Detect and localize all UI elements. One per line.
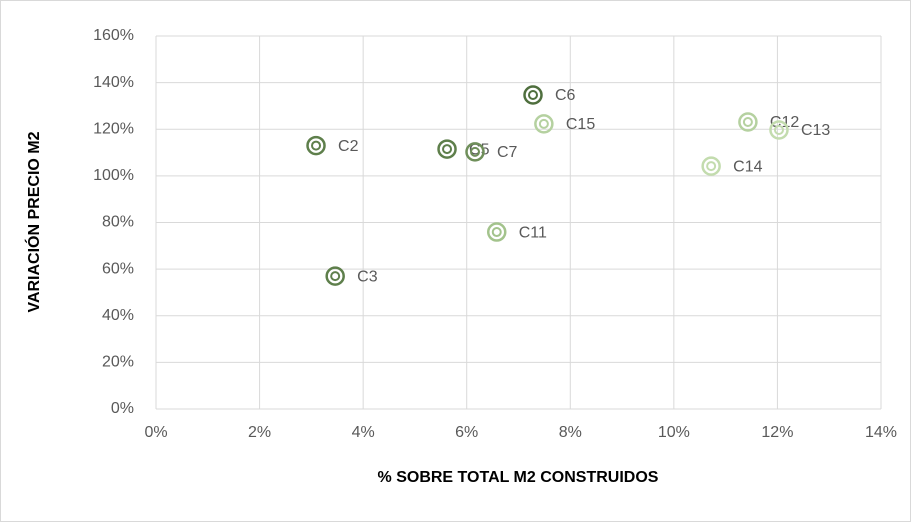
point-core bbox=[311, 140, 322, 151]
point-ring bbox=[325, 266, 345, 286]
point bbox=[738, 112, 758, 132]
y-tick-label: 20% bbox=[102, 354, 134, 371]
x-tick-label: 4% bbox=[352, 424, 375, 441]
x-tick-label: 12% bbox=[761, 424, 793, 441]
y-tick-label: 40% bbox=[102, 307, 134, 324]
point-core bbox=[538, 118, 549, 129]
y-tick-label: 0% bbox=[111, 400, 134, 417]
y-tick-label: 100% bbox=[93, 167, 134, 184]
y-tick-label: 60% bbox=[102, 260, 134, 277]
point-core bbox=[470, 146, 480, 157]
point-ring bbox=[534, 114, 554, 134]
point-core bbox=[706, 161, 717, 172]
y-tick-label: 120% bbox=[93, 120, 134, 137]
x-tick-label: 8% bbox=[559, 424, 582, 441]
point-core bbox=[773, 124, 784, 135]
x-tick-label: 10% bbox=[658, 424, 690, 441]
y-tick-label: 140% bbox=[93, 74, 134, 91]
point-ring bbox=[523, 85, 543, 105]
x-axis-title: % SOBRE TOTAL M2 CONSTRUIDOS bbox=[378, 469, 659, 486]
point-core bbox=[330, 271, 341, 282]
x-tick-label: 0% bbox=[144, 424, 167, 441]
point bbox=[325, 266, 345, 286]
point-core bbox=[442, 144, 453, 155]
x-tick-label: 6% bbox=[455, 424, 478, 441]
point bbox=[465, 142, 485, 162]
point-ring bbox=[701, 156, 721, 176]
y-tick-label: 80% bbox=[102, 214, 134, 231]
point bbox=[534, 114, 554, 134]
data-label: C2 bbox=[338, 138, 359, 155]
data-label: C13 bbox=[801, 122, 830, 139]
x-tick-label: 14% bbox=[865, 424, 897, 441]
y-tick-label: 160% bbox=[93, 27, 134, 44]
point-core bbox=[491, 227, 502, 238]
x-tick-label: 2% bbox=[248, 424, 271, 441]
point bbox=[701, 156, 721, 176]
point-core bbox=[528, 89, 538, 100]
point-ring bbox=[437, 139, 457, 159]
data-label: C14 bbox=[733, 158, 762, 175]
point-ring bbox=[769, 120, 789, 140]
point bbox=[523, 85, 543, 105]
data-label: C11 bbox=[519, 224, 547, 241]
point-ring bbox=[738, 112, 758, 132]
point bbox=[769, 120, 789, 140]
point bbox=[306, 135, 326, 156]
point-core bbox=[742, 117, 753, 128]
y-axis-title: VARIACIÓN PRECIO M2 bbox=[24, 131, 43, 312]
point-ring bbox=[465, 142, 485, 162]
point bbox=[437, 139, 457, 159]
data-label: C15 bbox=[566, 116, 595, 133]
data-label: C3 bbox=[357, 268, 378, 285]
point bbox=[487, 222, 507, 242]
point-ring bbox=[487, 222, 507, 242]
data-label: C6 bbox=[555, 87, 576, 104]
data-label: C7 bbox=[497, 144, 518, 161]
point-ring bbox=[306, 135, 326, 156]
